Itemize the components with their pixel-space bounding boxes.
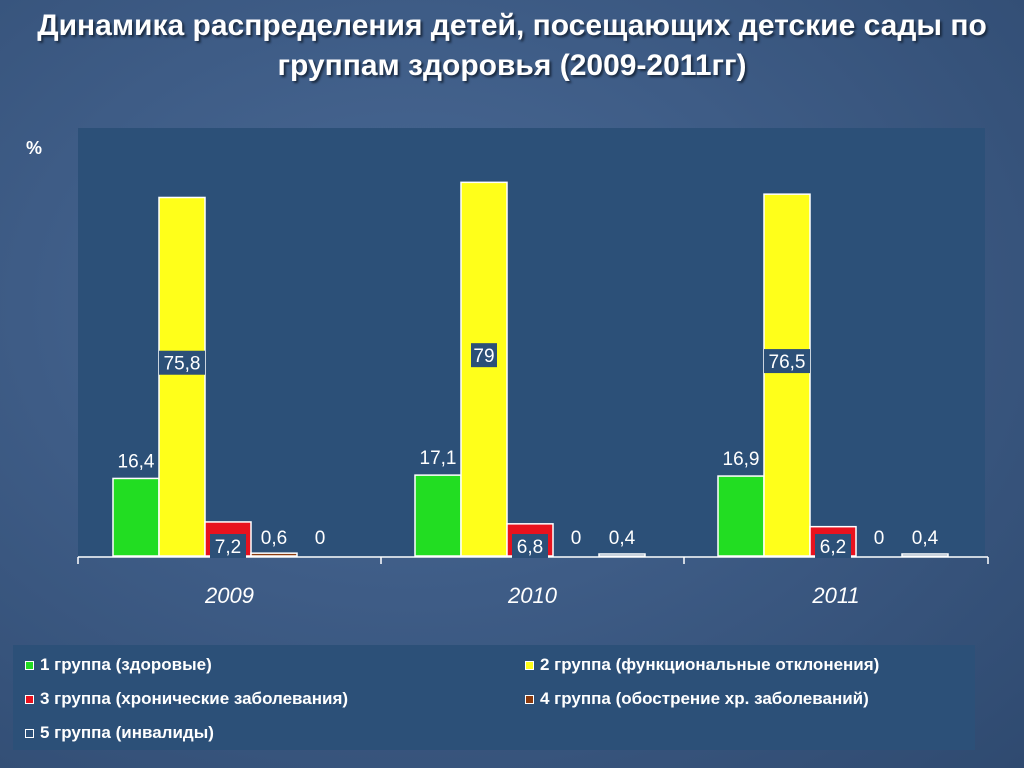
- bar: [414, 474, 462, 557]
- legend-swatch: [25, 660, 34, 670]
- bar: [763, 193, 811, 557]
- legend-item: 5 группа (инвалиды): [25, 719, 525, 747]
- bar: [112, 477, 160, 557]
- x-tick-label: 2010: [507, 583, 558, 608]
- data-label: 0,4: [609, 528, 636, 549]
- bar: [250, 552, 298, 557]
- legend-swatch: [525, 660, 534, 670]
- data-label-background: [471, 343, 497, 368]
- bar: [158, 196, 206, 557]
- legend-swatch: [25, 694, 34, 704]
- y-axis-unit-label: %: [26, 138, 43, 158]
- data-label: 0: [315, 528, 326, 549]
- data-label-background: [210, 534, 246, 558]
- x-tick-label: 2011: [811, 583, 859, 608]
- page-title: Динамика распределения детей, посещающих…: [37, 9, 987, 82]
- data-label: 16,4: [118, 451, 155, 472]
- data-label: 7,2: [215, 537, 241, 558]
- bar-chart: 2009 2010 2011 16,4 17,1 16,9 75,8 79 76,5 7,2 6,…: [112, 181, 949, 608]
- legend-label: 1 группа (здоровые): [40, 655, 212, 674]
- data-label: 6,2: [820, 537, 846, 558]
- plot-area: [78, 128, 985, 558]
- legend-label: 3 группа (хронические заболевания): [40, 689, 349, 708]
- data-label-background: [764, 349, 810, 374]
- bar: [717, 475, 765, 557]
- data-label: 79: [473, 346, 494, 367]
- legend-item: 4 группа (обострение хр. заболеваний): [525, 685, 965, 713]
- legend-item: 1 группа (здоровые): [25, 651, 525, 679]
- x-tick-label: 2009: [204, 583, 254, 608]
- data-label: 6,8: [517, 537, 543, 558]
- legend-label: 2 группа (функциональные отклонения): [540, 655, 880, 674]
- legend-item: 3 группа (хронические заболевания): [25, 685, 525, 713]
- legend-swatch: [25, 728, 34, 738]
- data-label: 0,4: [912, 528, 939, 549]
- legend-label: 4 группа (обострение хр. заболеваний): [540, 689, 869, 708]
- data-label: 75,8: [164, 354, 201, 375]
- legend-swatch: [525, 694, 534, 704]
- data-label-background: [159, 350, 205, 375]
- legend: 1 группа (здоровые) 2 группа (функциональ…: [13, 645, 975, 750]
- bar: [598, 553, 646, 557]
- bar: [460, 181, 508, 557]
- data-label: 16,9: [723, 449, 760, 470]
- data-label: 0: [571, 528, 582, 549]
- data-label: 17,1: [420, 448, 457, 469]
- bar: [901, 553, 949, 557]
- legend-label: 5 группа (инвалиды): [40, 723, 214, 742]
- legend-item: 2 группа (функциональные отклонения): [525, 651, 965, 679]
- data-label: 76,5: [769, 352, 806, 373]
- data-label-background: [512, 534, 548, 558]
- data-label-background: [815, 534, 851, 558]
- data-label: 0: [874, 528, 885, 549]
- data-label: 0,6: [261, 528, 287, 549]
